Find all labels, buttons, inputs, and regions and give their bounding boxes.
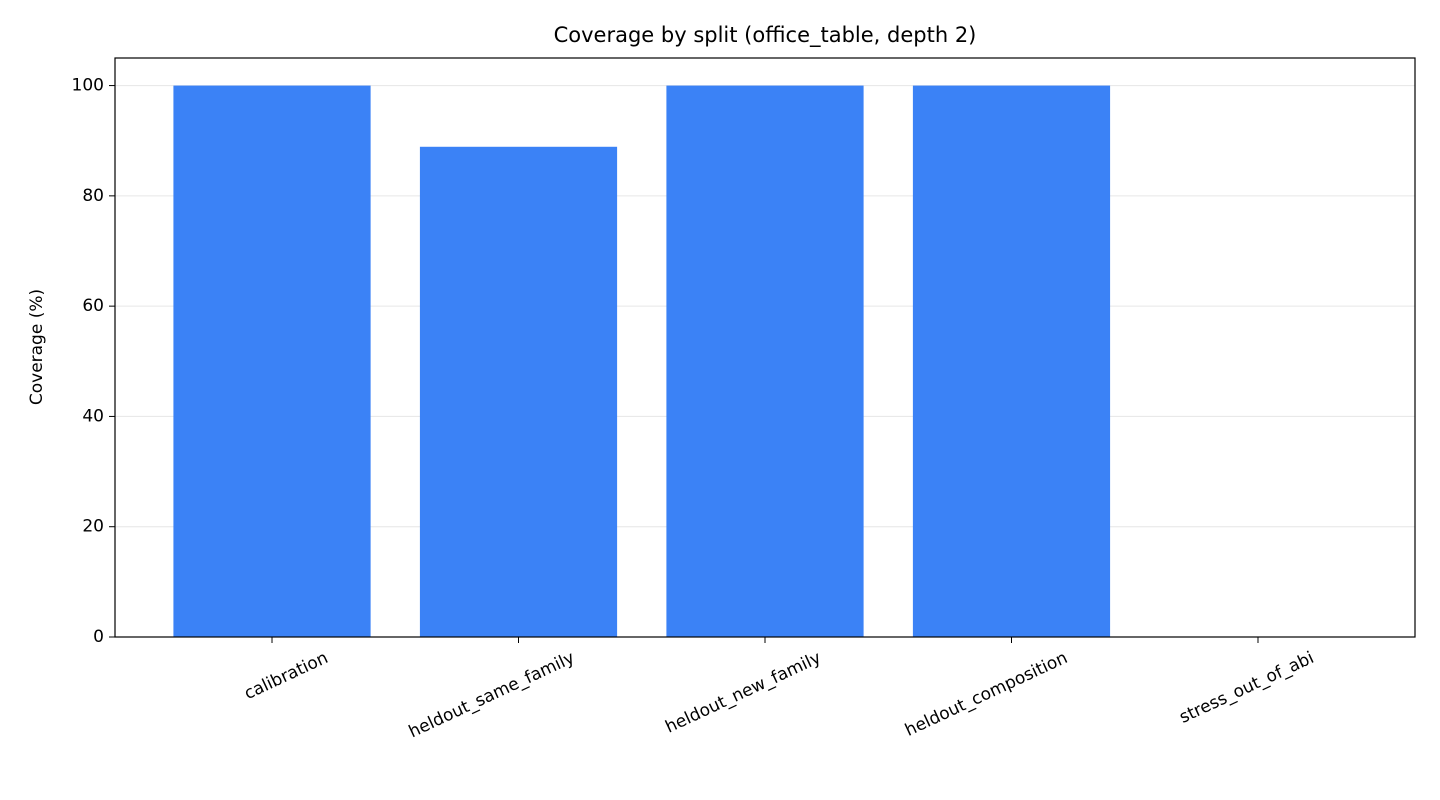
y-tick-label: 20 bbox=[82, 517, 104, 537]
x-tick-label: heldout_same_family bbox=[406, 648, 578, 742]
y-tick-label: 40 bbox=[82, 406, 104, 426]
chart-title: Coverage by split (office_table, depth 2… bbox=[554, 23, 977, 48]
bar bbox=[666, 85, 864, 638]
y-tick-label: 80 bbox=[82, 186, 104, 206]
y-tick-label: 60 bbox=[82, 296, 104, 316]
y-axis-label: Coverage (%) bbox=[27, 289, 47, 405]
x-tick-label: heldout_new_family bbox=[662, 648, 824, 738]
bar bbox=[173, 85, 371, 638]
plot-frame bbox=[114, 57, 1416, 638]
y-tick-label: 100 bbox=[72, 76, 104, 96]
y-tick-label: 0 bbox=[93, 627, 104, 647]
x-tick-label: heldout_composition bbox=[902, 648, 1071, 741]
bar bbox=[419, 146, 618, 637]
bar bbox=[912, 85, 1111, 638]
x-tick-label: calibration bbox=[241, 648, 331, 704]
x-tick-label: stress_out_of_abi bbox=[1176, 648, 1317, 728]
